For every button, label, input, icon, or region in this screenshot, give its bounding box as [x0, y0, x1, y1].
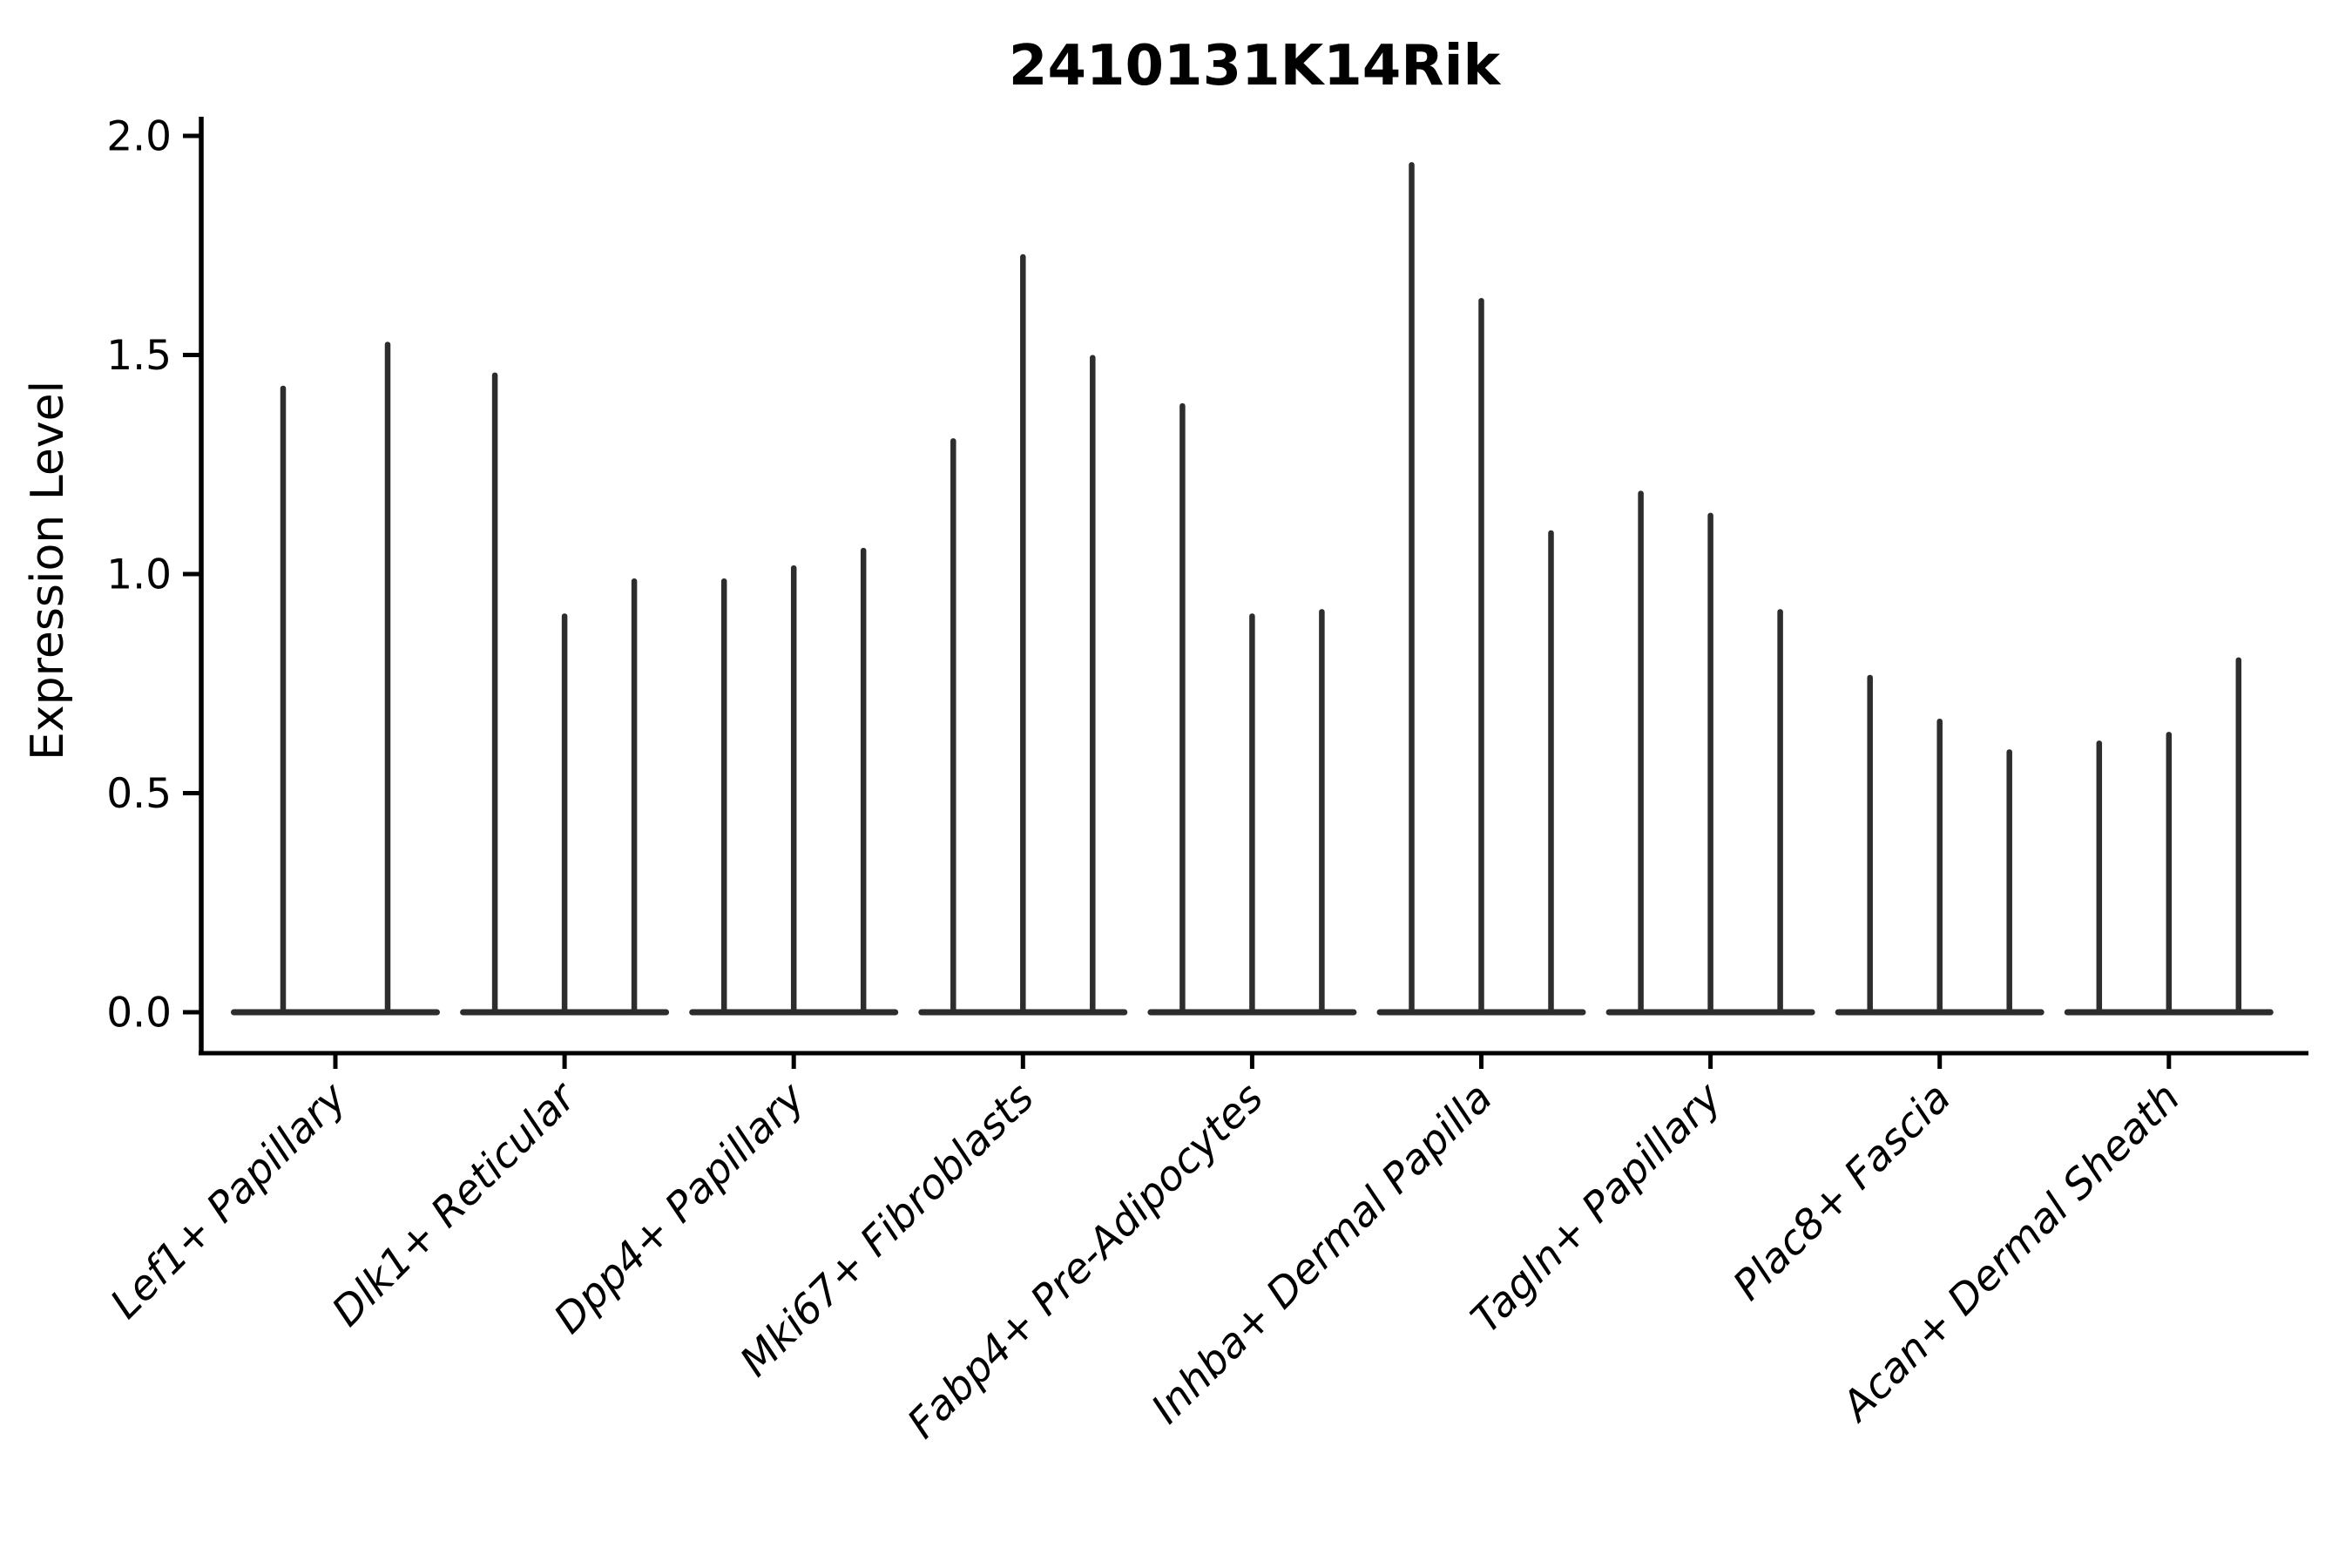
violin-group [1605, 490, 1815, 1016]
violin-spike [631, 578, 638, 1015]
violin-spike [1179, 402, 1186, 1015]
violin-base [231, 1009, 440, 1016]
violin-spike [1548, 530, 1554, 1015]
y-tick-label: 1.5 [106, 332, 172, 380]
axes [183, 117, 2308, 1069]
violin-group [689, 547, 899, 1016]
violin-spike [1020, 253, 1026, 1015]
violin-spike [1638, 490, 1644, 1015]
x-tick-label: Lef1+ Papillary [101, 1073, 356, 1328]
x-tick-label: Tagln+ Papillary [1462, 1073, 1732, 1343]
violin-group [1835, 674, 2044, 1016]
violin-spike [1936, 718, 1943, 1015]
violin-spike [1867, 674, 1873, 1015]
violin-spike [384, 341, 391, 1015]
violin-spike [1777, 609, 1783, 1015]
violin-spike [790, 564, 797, 1015]
y-tick-label: 0.0 [106, 989, 172, 1037]
violin-spike [491, 372, 498, 1015]
violin-spike [2006, 749, 2012, 1015]
violin-spike [1478, 298, 1484, 1015]
y-tick-label: 0.5 [106, 770, 172, 818]
y-axis-label: Expression Level [22, 381, 74, 760]
violin-spike [2235, 657, 2242, 1015]
violin-group [231, 341, 440, 1016]
y-tick-label: 1.0 [106, 551, 172, 598]
violin-group [1376, 162, 1586, 1016]
violin-group [460, 372, 670, 1016]
x-tick-label: Dpp4+ Papillary [545, 1073, 815, 1343]
violin-spike [2166, 732, 2173, 1015]
x-tick-label: Plac8+ Fascia [1724, 1074, 1960, 1310]
violin-spike [1249, 613, 1255, 1015]
violin-spike [720, 578, 727, 1015]
violin-spike [561, 613, 568, 1015]
violin-spike [1090, 355, 1096, 1015]
violin-group [1147, 402, 1357, 1016]
violin-spike [1707, 512, 1713, 1015]
violin-spike [860, 547, 867, 1015]
violin-group [2064, 657, 2274, 1016]
violin-spike [2096, 740, 2103, 1015]
y-tick-label: 2.0 [106, 112, 172, 160]
violin-spike [1319, 609, 1325, 1015]
violin-spike [950, 438, 956, 1015]
violin-bodies [231, 162, 2274, 1016]
chart-title: 2410131K14Rik [1009, 34, 1502, 98]
violin-spike [280, 385, 287, 1015]
violin-group [918, 253, 1128, 1016]
violin-spike [1409, 162, 1415, 1015]
y-tick-labels: 0.0 0.5 1.0 1.5 2.0 [106, 112, 172, 1037]
x-tick-label: Dlk1+ Reticular [323, 1072, 587, 1336]
